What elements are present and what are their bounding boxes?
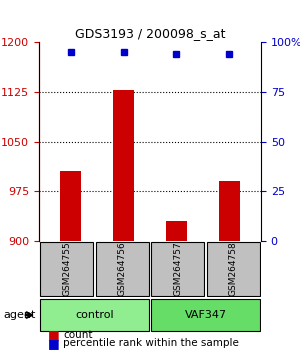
Text: agent: agent <box>3 310 35 320</box>
FancyBboxPatch shape <box>151 299 260 331</box>
Text: GSM264755: GSM264755 <box>62 242 71 296</box>
Text: GSM264756: GSM264756 <box>118 242 127 296</box>
Bar <box>113 90 134 354</box>
FancyBboxPatch shape <box>151 242 204 296</box>
Text: count: count <box>63 330 92 339</box>
Text: ■: ■ <box>48 328 60 341</box>
Text: GSM264758: GSM264758 <box>229 242 238 296</box>
FancyBboxPatch shape <box>207 242 260 296</box>
FancyBboxPatch shape <box>96 242 149 296</box>
Bar <box>219 181 240 354</box>
FancyBboxPatch shape <box>40 299 149 331</box>
Text: ■: ■ <box>48 337 60 350</box>
Bar <box>166 221 187 354</box>
Text: control: control <box>75 310 114 320</box>
Text: percentile rank within the sample: percentile rank within the sample <box>63 338 239 348</box>
Bar <box>60 171 81 354</box>
FancyBboxPatch shape <box>40 242 93 296</box>
Title: GDS3193 / 200098_s_at: GDS3193 / 200098_s_at <box>75 27 225 40</box>
Text: GSM264757: GSM264757 <box>173 242 182 296</box>
Text: VAF347: VAF347 <box>184 310 226 320</box>
